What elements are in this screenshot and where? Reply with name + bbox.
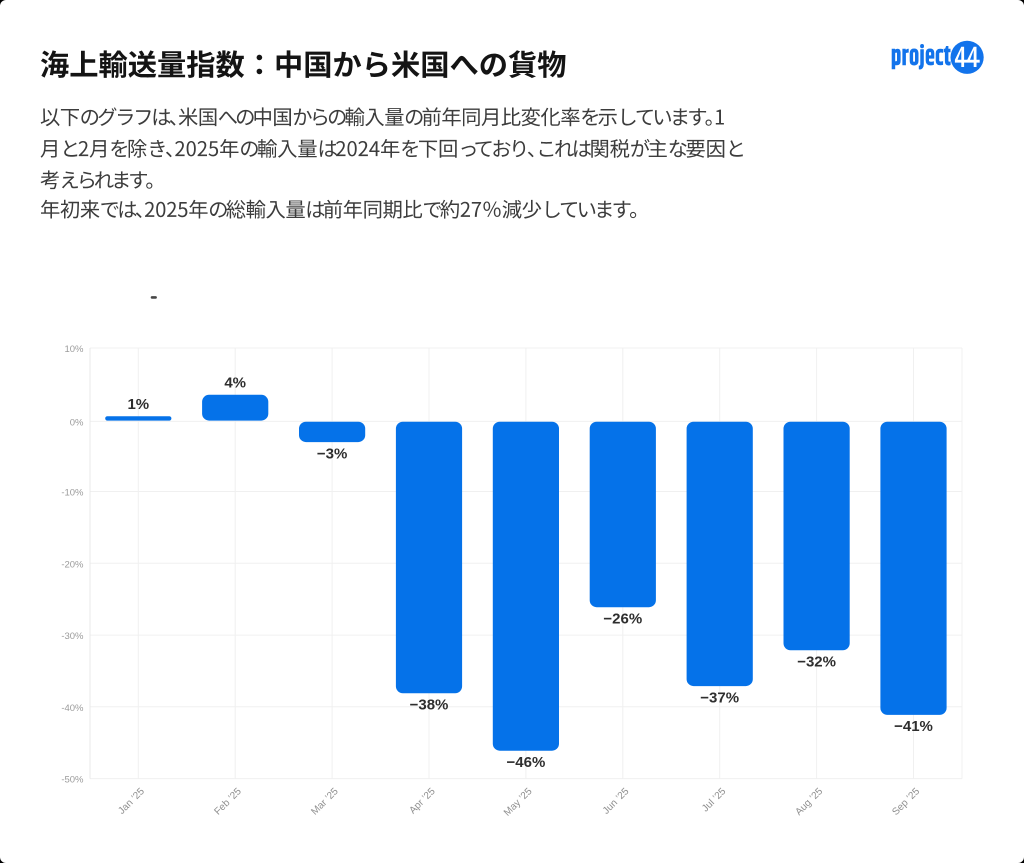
svg-text:-30%: -30% <box>61 631 84 642</box>
svg-text:4%: 4% <box>224 375 246 392</box>
svg-text:-10%: -10% <box>61 488 84 499</box>
svg-text:Sep ’25: Sep ’25 <box>890 786 922 818</box>
svg-text:−37%: −37% <box>700 690 739 707</box>
svg-text:Aug ’25: Aug ’25 <box>793 786 825 818</box>
svg-text:10%: 10% <box>64 344 84 355</box>
svg-text:-50%: -50% <box>61 775 84 786</box>
svg-text:−38%: −38% <box>410 697 449 714</box>
svg-text:Jul ’25: Jul ’25 <box>700 786 729 815</box>
svg-text:-40%: -40% <box>61 703 84 714</box>
svg-text:May ’25: May ’25 <box>502 786 535 819</box>
svg-text:−3%: −3% <box>317 446 347 463</box>
svg-text:1%: 1% <box>127 396 149 413</box>
svg-text:−46%: −46% <box>507 754 546 771</box>
svg-text:Jun ’25: Jun ’25 <box>601 786 632 817</box>
svg-text:Apr ’25: Apr ’25 <box>407 786 437 816</box>
svg-text:0%: 0% <box>70 417 84 428</box>
svg-text:−26%: −26% <box>603 611 642 628</box>
svg-text:Mar ’25: Mar ’25 <box>309 786 341 818</box>
svg-text:−41%: −41% <box>894 718 933 735</box>
svg-text:-20%: -20% <box>61 559 84 570</box>
svg-text:Jan ’25: Jan ’25 <box>116 786 147 817</box>
svg-text:Feb ’25: Feb ’25 <box>212 786 244 818</box>
svg-text:−32%: −32% <box>797 654 836 671</box>
